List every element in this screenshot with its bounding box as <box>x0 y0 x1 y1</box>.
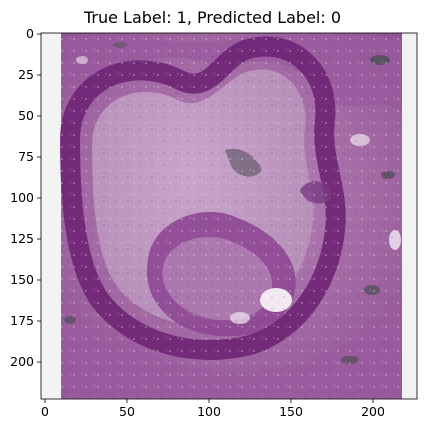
y-tick-label: 150 <box>10 272 34 287</box>
y-tick-label: 125 <box>10 231 34 246</box>
x-tick-label: 100 <box>197 404 221 419</box>
x-tick-label: 200 <box>361 404 385 419</box>
x-tick-marks <box>44 399 374 403</box>
x-tick-label: 150 <box>279 404 303 419</box>
axes-frame <box>40 32 418 400</box>
y-tick-label: 50 <box>18 108 34 123</box>
y-tick-label: 200 <box>10 354 34 369</box>
figure-title: True Label: 1, Predicted Label: 0 <box>83 8 342 27</box>
x-tick-label: 0 <box>41 404 49 419</box>
x-tick-labels: 0 50 100 150 200 <box>41 404 385 419</box>
histology-image <box>41 33 417 399</box>
y-tick-label: 100 <box>10 190 34 205</box>
y-tick-labels: 0 25 50 75 100 125 150 175 200 <box>10 26 34 369</box>
x-tick-label: 50 <box>119 404 135 419</box>
y-tick-label: 175 <box>10 313 34 328</box>
y-tick-marks <box>37 33 41 363</box>
y-tick-label: 0 <box>26 26 34 41</box>
y-tick-label: 25 <box>18 67 34 82</box>
y-tick-label: 75 <box>18 149 34 164</box>
